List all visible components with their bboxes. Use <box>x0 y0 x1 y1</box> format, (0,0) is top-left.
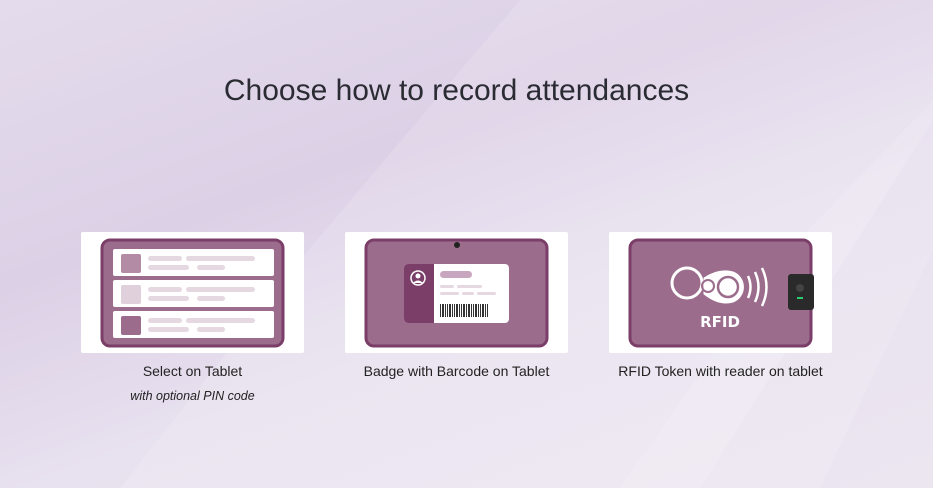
option-subtitle: with optional PIN code <box>130 389 255 403</box>
option-title: Select on Tablet <box>142 363 243 379</box>
option-rfid-label[interactable]: RFID Token with reader on tablet <box>618 363 823 379</box>
option-select-on-tablet-label[interactable]: Select on Tablet with optional PIN code <box>81 362 304 406</box>
option-badge-barcode-label[interactable]: Badge with Barcode on Tablet <box>363 363 550 379</box>
tablet-list-icon <box>100 238 285 348</box>
page-title: Choose how to record attendances <box>223 74 690 107</box>
option-badge-barcode[interactable] <box>345 232 568 353</box>
rfid-token-icon: RFID <box>628 238 814 348</box>
option-select-on-tablet[interactable] <box>81 232 304 353</box>
badge-barcode-icon <box>364 238 549 348</box>
rfid-label: RFID <box>700 313 740 331</box>
option-rfid[interactable]: RFID <box>609 232 832 353</box>
